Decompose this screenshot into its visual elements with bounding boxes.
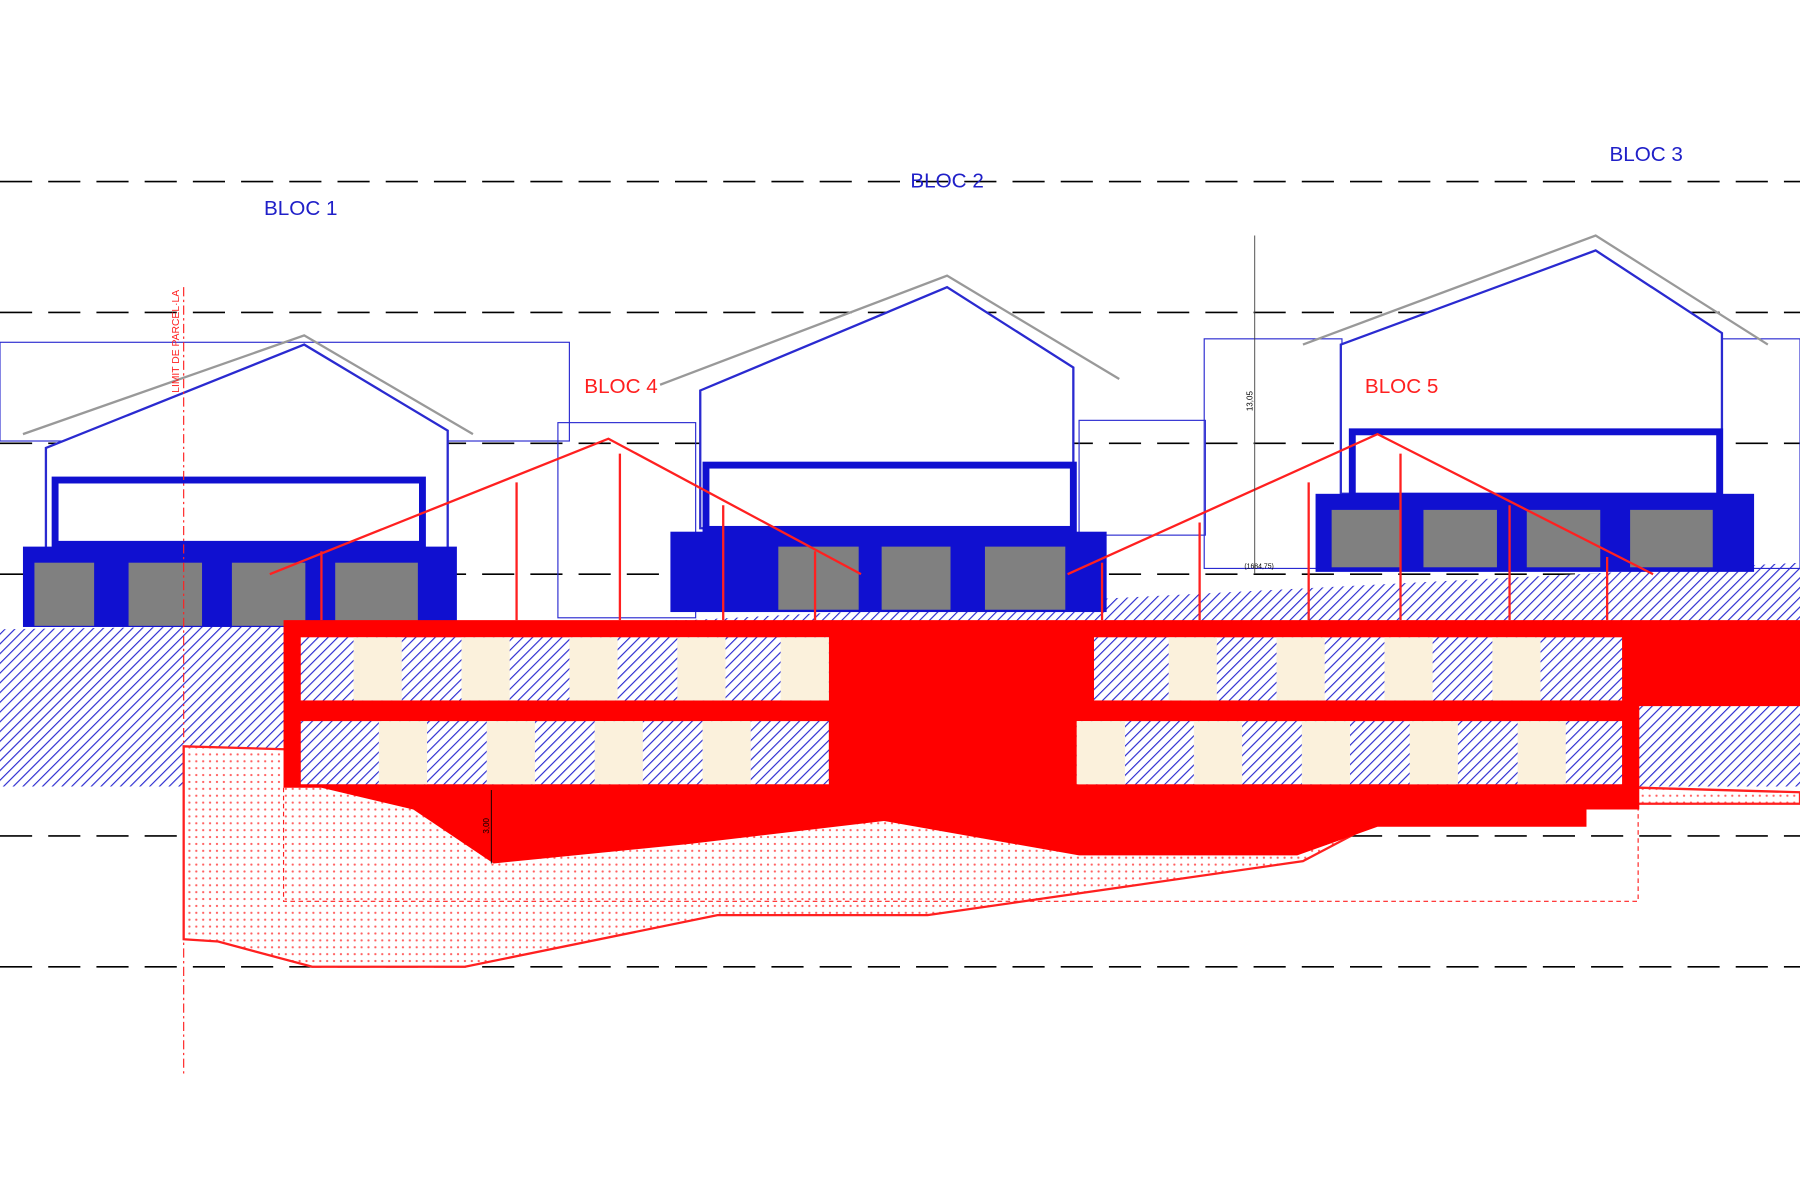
depth-label: 3,00 [482,817,491,833]
pergolas [269,432,1654,621]
bloc-label: BLOC 2 [910,169,983,192]
bloc-buildings [22,234,1769,627]
bloc-label: BLOC 4 [584,375,657,398]
height-label: 13,05 [1245,391,1254,412]
bloc-label: BLOC 1 [264,197,337,220]
bloc-label: BLOC 3 [1609,143,1682,166]
bloc-label: BLOC 5 [1365,375,1438,398]
parcel-limit-label: LIMIT DE PARCEL·LA [171,290,182,393]
level-label: (1684,75) [1244,563,1273,570]
underground-structure [283,620,1800,864]
